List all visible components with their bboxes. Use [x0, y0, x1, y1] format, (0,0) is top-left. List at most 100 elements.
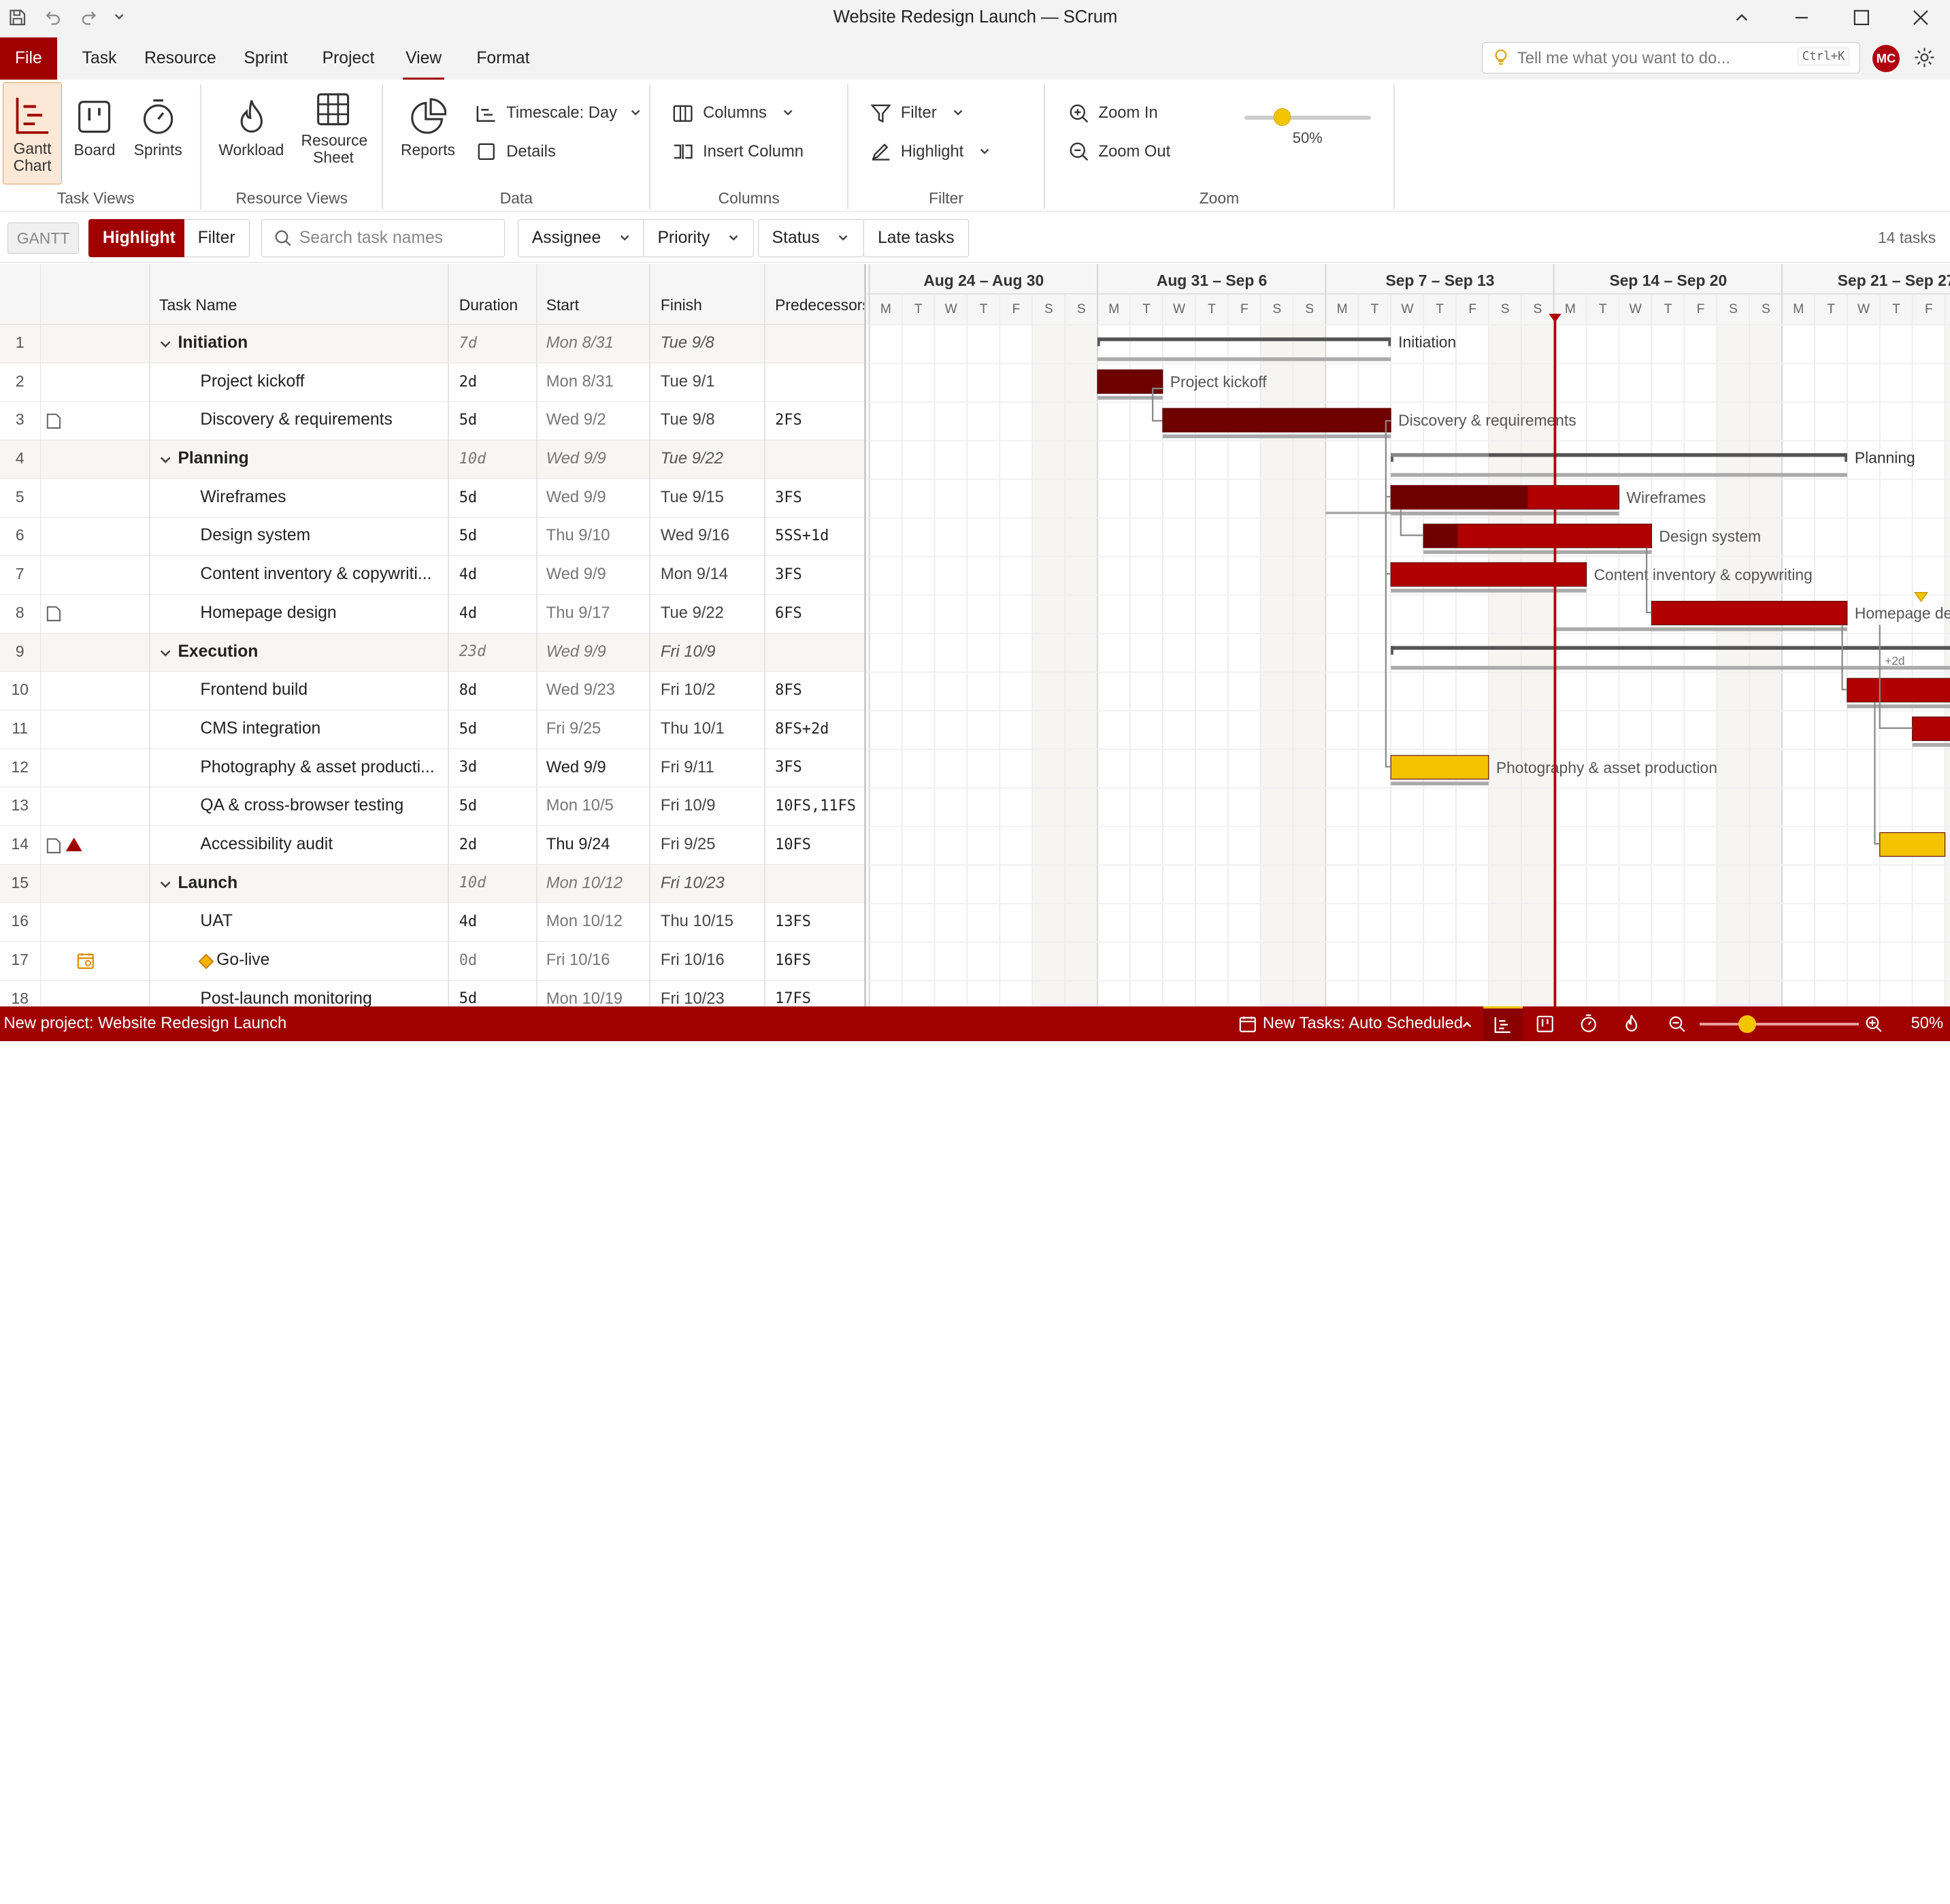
- warning-icon[interactable]: [65, 836, 83, 853]
- task-start[interactable]: Mon 8/31: [546, 372, 614, 391]
- task-start[interactable]: Mon 10/5: [546, 796, 614, 815]
- task-finish[interactable]: Fri 10/16: [660, 950, 725, 969]
- status-schedule-mode[interactable]: New Tasks: Auto Scheduled: [1262, 1014, 1464, 1033]
- task-predecessors[interactable]: 13FS: [775, 913, 811, 931]
- collapse-ribbon-icon[interactable]: [1712, 0, 1772, 35]
- task-duration[interactable]: 3d: [459, 759, 478, 776]
- zoom-slider-thumb[interactable]: [1273, 108, 1291, 126]
- table-row[interactable]: 13 QA & cross-browser testing 5d Mon 10/5 Fr…: [0, 787, 864, 827]
- task-finish[interactable]: Fri 10/23: [660, 989, 725, 1007]
- task-duration[interactable]: 23d: [459, 643, 486, 661]
- task-name[interactable]: Initiation: [178, 333, 248, 352]
- task-finish[interactable]: Fri 9/25: [660, 834, 716, 853]
- zoom-out-icon[interactable]: [1668, 1015, 1686, 1033]
- task-name[interactable]: Homepage design: [200, 603, 337, 622]
- table-row[interactable]: 2 Project kickoff 2d Mon 8/31 Tue 9/1: [0, 363, 864, 402]
- task-start[interactable]: Wed 9/9: [546, 449, 606, 468]
- tab-view[interactable]: View: [403, 37, 444, 80]
- task-finish[interactable]: Fri 10/2: [660, 680, 716, 700]
- task-name[interactable]: Project kickoff: [200, 372, 305, 391]
- summary-row[interactable]: 1 Initiation 7d Mon 8/31 Tue 9/8: [0, 325, 864, 363]
- timer-icon[interactable]: [1580, 1014, 1598, 1032]
- task-duration[interactable]: 7d: [459, 334, 478, 352]
- timescale-dropdown[interactable]: Timescale: Day: [475, 99, 642, 127]
- task-duration[interactable]: 8d: [459, 682, 478, 699]
- task-name[interactable]: Photography & asset producti...: [200, 757, 435, 776]
- task-finish[interactable]: Tue 9/22: [660, 449, 723, 468]
- task-predecessors[interactable]: 10FS,11FS: [775, 798, 857, 815]
- task-duration[interactable]: 2d: [459, 836, 478, 853]
- tell-me-search[interactable]: Tell me what you want to do... Ctrl+K: [1481, 42, 1860, 73]
- undo-icon[interactable]: [42, 6, 65, 29]
- collapse-chevron-icon[interactable]: [159, 454, 171, 466]
- header-predecessors[interactable]: Predecessors: [775, 296, 865, 314]
- collapse-chevron-icon[interactable]: [159, 338, 171, 350]
- task-name[interactable]: Content inventory & copywriti...: [200, 565, 432, 584]
- header-duration[interactable]: Duration: [459, 296, 518, 314]
- collapse-chevron-icon[interactable]: [159, 879, 171, 891]
- maximize-icon[interactable]: [1832, 0, 1891, 35]
- task-finish[interactable]: Fri 10/9: [660, 642, 716, 661]
- task-predecessors[interactable]: 3FS: [775, 565, 802, 583]
- task-duration[interactable]: 5d: [459, 990, 478, 1007]
- filter-mode-button[interactable]: Filter: [184, 218, 250, 258]
- highlight-dropdown[interactable]: Highlight: [870, 138, 991, 165]
- table-row[interactable]: 3 Discovery & requirements 5d Wed 9/2 Tue 9/…: [0, 402, 864, 441]
- task-predecessors[interactable]: 8FS: [775, 682, 802, 699]
- header-task-name[interactable]: Task Name: [159, 296, 237, 314]
- tab-file[interactable]: File: [0, 37, 57, 80]
- flame-icon[interactable]: [1623, 1014, 1640, 1032]
- task-name[interactable]: Execution: [178, 642, 259, 661]
- task-finish[interactable]: Tue 9/1: [660, 372, 715, 391]
- task-predecessors[interactable]: 17FS: [775, 990, 811, 1007]
- task-finish[interactable]: Tue 9/15: [660, 487, 724, 506]
- table-row[interactable]: 12 Photography & asset producti... 3d Wed 9…: [0, 749, 864, 788]
- task-finish[interactable]: Fri 9/11: [660, 757, 714, 776]
- board-icon[interactable]: [1536, 1015, 1554, 1033]
- table-row[interactable]: 6 Design system 5d Thu 9/10 Wed 9/16 5SS+1d: [0, 518, 864, 557]
- priority-dropdown[interactable]: Priority: [643, 218, 755, 258]
- task-start[interactable]: Mon 10/19: [546, 989, 623, 1007]
- reports-button[interactable]: Reports: [395, 82, 460, 184]
- table-row[interactable]: 14 Accessibility audit 2d Thu 9/24 Fri 9/25 1…: [0, 826, 864, 865]
- columns-dropdown[interactable]: Columns: [672, 99, 794, 127]
- task-name[interactable]: Launch: [178, 873, 238, 892]
- note-icon[interactable]: [46, 606, 61, 622]
- task-predecessors[interactable]: 16FS: [775, 951, 811, 969]
- task-finish[interactable]: Thu 10/1: [660, 719, 725, 738]
- status-zoom-thumb[interactable]: [1738, 1015, 1756, 1033]
- task-name[interactable]: CMS integration: [200, 719, 321, 738]
- task-start[interactable]: Wed 9/23: [546, 680, 615, 700]
- save-icon[interactable]: [6, 6, 29, 29]
- board-button[interactable]: Board: [69, 82, 119, 184]
- zoom-in-icon[interactable]: [1865, 1015, 1883, 1033]
- filter-dropdown[interactable]: Filter: [870, 99, 964, 127]
- highlight-mode-button[interactable]: Highlight: [88, 218, 190, 258]
- task-start[interactable]: Thu 9/24: [546, 834, 610, 853]
- task-name[interactable]: Accessibility audit: [200, 834, 333, 853]
- tab-resource[interactable]: Resource: [144, 48, 216, 67]
- table-row[interactable]: 10 Frontend build 8d Wed 9/23 Fri 10/2 8FS: [0, 672, 864, 711]
- gantt-chart-button[interactable]: Gantt Chart: [2, 82, 63, 184]
- table-row[interactable]: 17 Go-live 0d Fri 10/16 Fri 10/16 16FS: [0, 942, 864, 981]
- tab-task[interactable]: Task: [82, 48, 117, 67]
- summary-row[interactable]: 9 Execution 23d Wed 9/9 Fri 10/9: [0, 633, 864, 672]
- table-row[interactable]: 16 UAT 4d Mon 10/12 Thu 10/15 13FS: [0, 903, 864, 942]
- task-start[interactable]: Fri 9/25: [546, 719, 601, 738]
- task-name[interactable]: Planning: [178, 449, 249, 468]
- header-start[interactable]: Start: [546, 296, 579, 314]
- task-duration[interactable]: 5d: [459, 527, 478, 545]
- late-tasks-button[interactable]: Late tasks: [863, 218, 969, 258]
- task-finish[interactable]: Fri 10/9: [660, 796, 716, 815]
- header-finish[interactable]: Finish: [660, 296, 702, 314]
- task-name[interactable]: Wireframes: [200, 487, 286, 506]
- task-name[interactable]: Post-launch monitoring: [200, 989, 372, 1007]
- task-predecessors[interactable]: 3FS: [775, 759, 802, 776]
- task-start[interactable]: Fri 10/16: [546, 950, 610, 969]
- task-duration[interactable]: 5d: [459, 720, 478, 738]
- zoom-in-button[interactable]: Zoom In: [1068, 99, 1158, 127]
- resource-sheet-button[interactable]: Resource Sheet: [296, 82, 371, 184]
- zoom-out-button[interactable]: Zoom Out: [1068, 138, 1170, 165]
- task-start[interactable]: Thu 9/10: [546, 526, 610, 545]
- task-duration[interactable]: 4d: [459, 913, 478, 931]
